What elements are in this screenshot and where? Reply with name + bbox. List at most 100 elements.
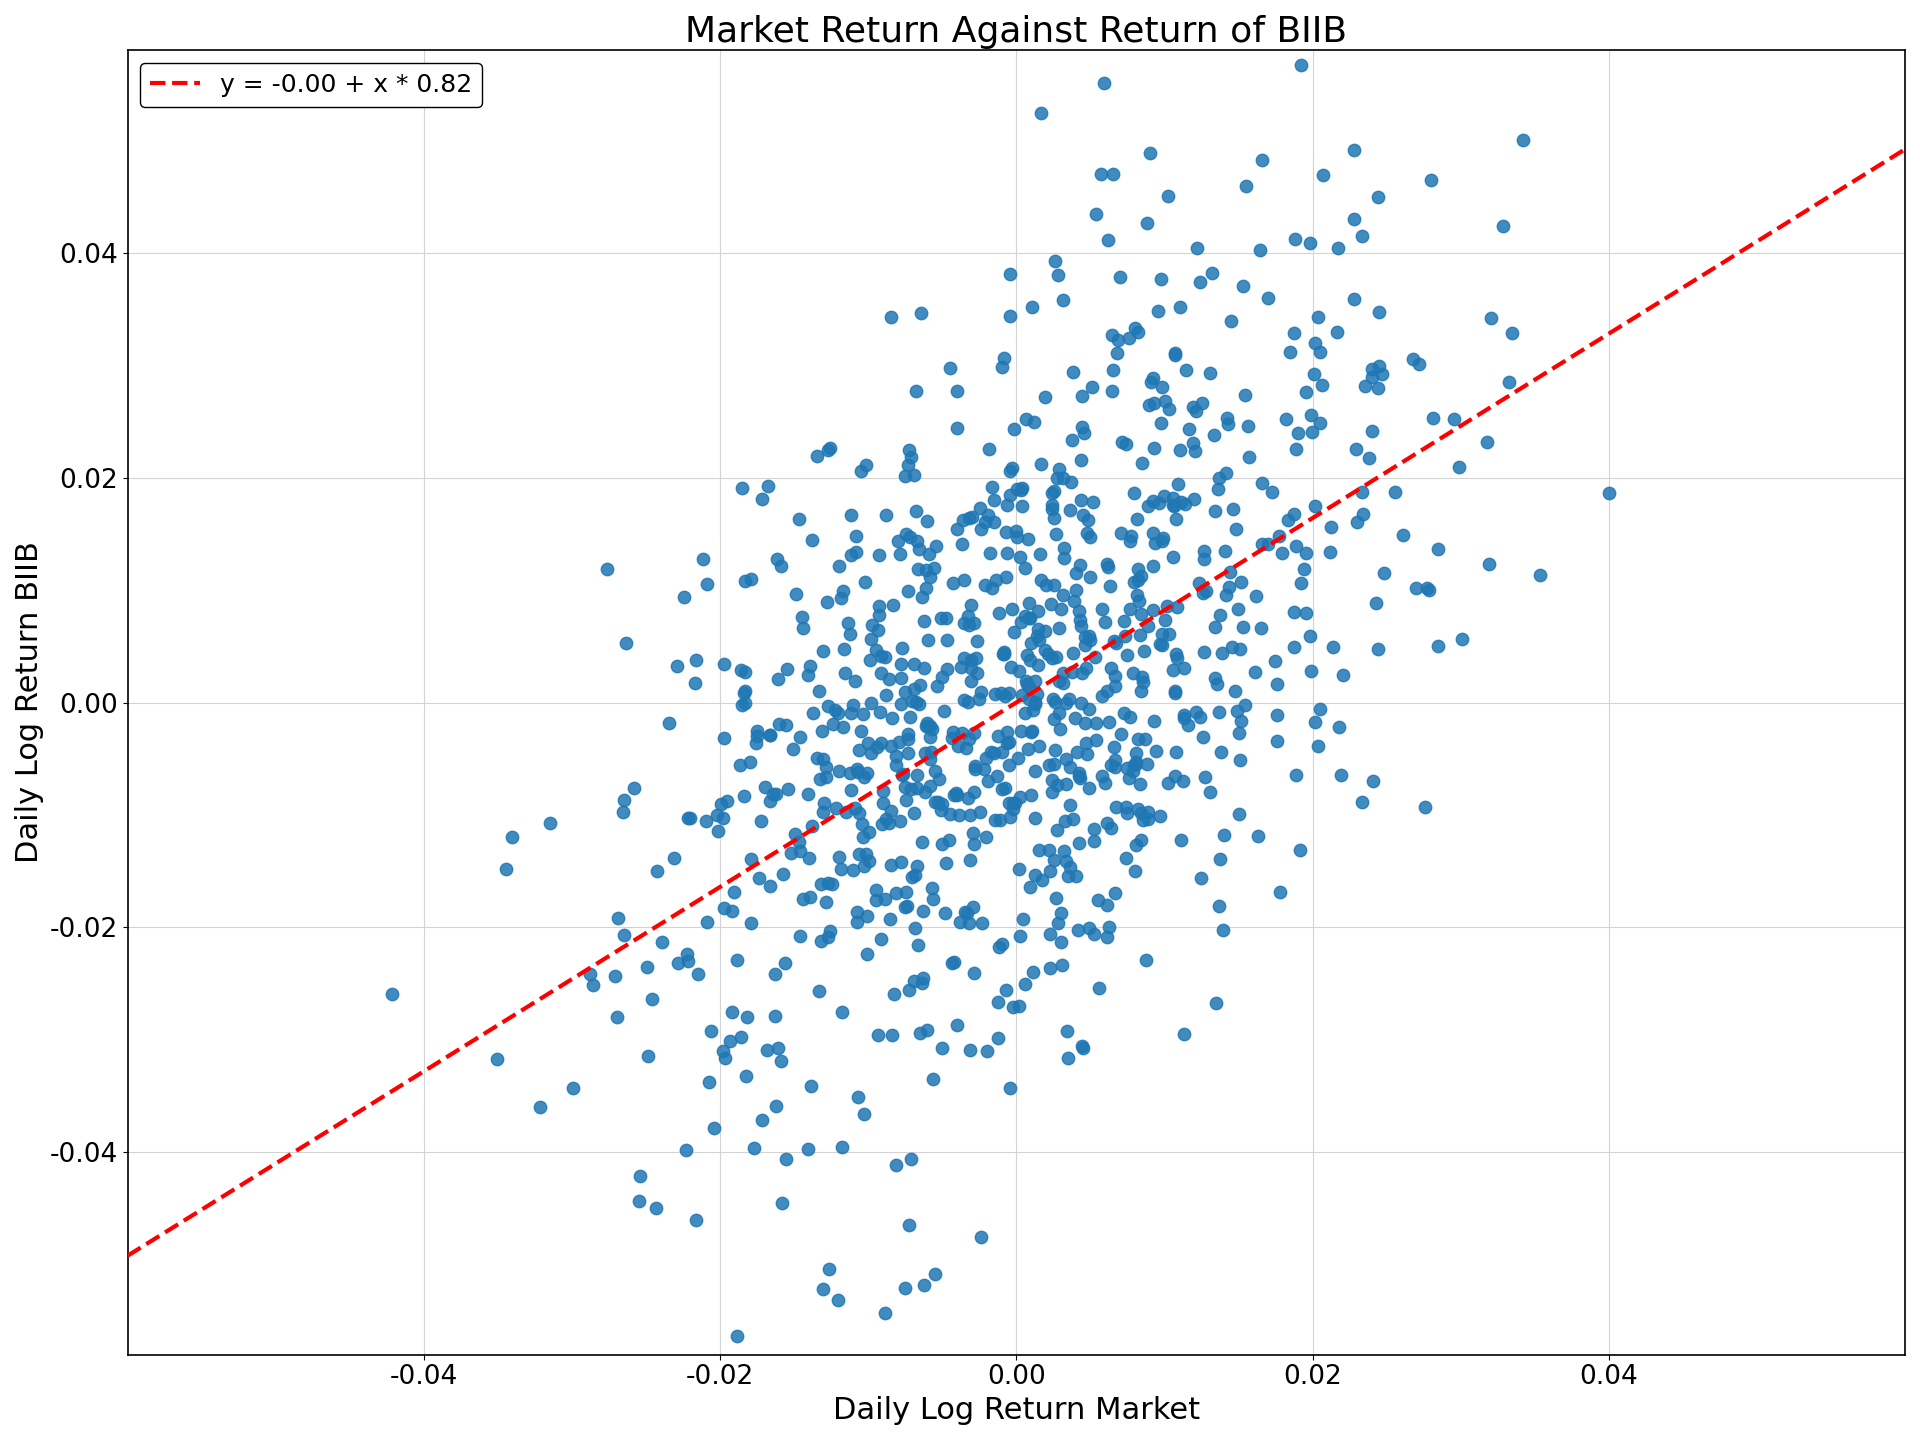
Point — [755, 789, 785, 812]
Point — [735, 847, 766, 870]
Point — [1039, 573, 1069, 596]
Point — [897, 690, 927, 713]
Point — [1056, 471, 1087, 494]
Point — [1133, 808, 1164, 831]
Point — [741, 732, 772, 755]
Point — [1000, 520, 1031, 543]
Point — [1062, 579, 1092, 602]
Point — [1260, 649, 1290, 672]
Point — [1116, 706, 1146, 729]
Point — [772, 657, 803, 680]
Point — [724, 753, 755, 776]
Point — [1409, 795, 1440, 818]
Point — [760, 1094, 791, 1117]
Point — [1066, 488, 1096, 511]
Point — [1212, 406, 1242, 429]
Point — [935, 802, 966, 825]
Point — [1246, 148, 1277, 171]
Point — [1200, 992, 1231, 1015]
Point — [941, 1014, 972, 1037]
Point — [881, 1153, 912, 1176]
Point — [973, 503, 1004, 526]
Point — [1160, 508, 1190, 531]
Point — [1273, 508, 1304, 531]
Point — [1261, 730, 1292, 753]
Point — [1146, 634, 1177, 657]
Point — [1348, 481, 1379, 504]
Point — [941, 416, 972, 439]
Point — [810, 766, 841, 789]
Point — [1160, 494, 1190, 517]
Point — [987, 933, 1018, 956]
Point — [1160, 343, 1190, 366]
Point — [1073, 697, 1104, 720]
Point — [1524, 563, 1555, 586]
Point — [1023, 734, 1054, 757]
Point — [1100, 881, 1131, 904]
Point — [1096, 657, 1127, 680]
Point — [910, 559, 941, 582]
Point — [1413, 579, 1444, 602]
Point — [835, 622, 866, 645]
Point — [983, 724, 1014, 747]
Point — [895, 438, 925, 461]
Point — [1357, 419, 1388, 442]
Point — [1116, 524, 1146, 547]
Point — [1052, 864, 1083, 887]
Point — [1121, 583, 1152, 606]
Point — [991, 520, 1021, 543]
Point — [1321, 320, 1352, 343]
Point — [1039, 753, 1069, 776]
Point — [720, 881, 751, 904]
Point — [781, 583, 812, 606]
Point — [1083, 976, 1114, 999]
Point — [874, 811, 904, 834]
Point — [893, 723, 924, 746]
Point — [816, 436, 847, 459]
Point — [1100, 749, 1131, 772]
Point — [1077, 491, 1108, 514]
Point — [732, 1064, 762, 1087]
Point — [943, 734, 973, 757]
Point — [1050, 772, 1081, 795]
Point — [701, 804, 732, 827]
Point — [1060, 864, 1091, 887]
Point — [1021, 624, 1052, 647]
Point — [1298, 420, 1329, 444]
Point — [1140, 739, 1171, 762]
Point — [1308, 163, 1338, 186]
Point — [808, 747, 839, 770]
Point — [970, 511, 1000, 534]
Point — [793, 847, 824, 870]
Point — [728, 694, 758, 717]
Point — [1014, 675, 1044, 698]
Point — [918, 887, 948, 910]
Point — [1290, 541, 1321, 564]
Point — [1204, 700, 1235, 723]
Point — [956, 593, 987, 616]
Point — [870, 683, 900, 706]
Point — [920, 1263, 950, 1286]
Point — [1165, 491, 1196, 514]
Point — [722, 949, 753, 972]
Point — [824, 1287, 854, 1310]
Point — [728, 681, 758, 704]
Point — [1212, 462, 1242, 485]
Point — [1060, 707, 1091, 730]
Point — [835, 762, 866, 785]
Point — [1137, 370, 1167, 393]
Point — [948, 688, 979, 711]
Point — [755, 723, 785, 746]
Point — [1315, 516, 1346, 539]
Point — [1119, 753, 1150, 776]
Point — [1000, 791, 1031, 814]
Point — [983, 602, 1014, 625]
Point — [1160, 642, 1190, 665]
Point — [1041, 467, 1071, 490]
Point — [1283, 422, 1313, 445]
Point — [1300, 495, 1331, 518]
Point — [1039, 707, 1069, 730]
Point — [1064, 609, 1094, 632]
Point — [1123, 569, 1154, 592]
Point — [730, 691, 760, 714]
